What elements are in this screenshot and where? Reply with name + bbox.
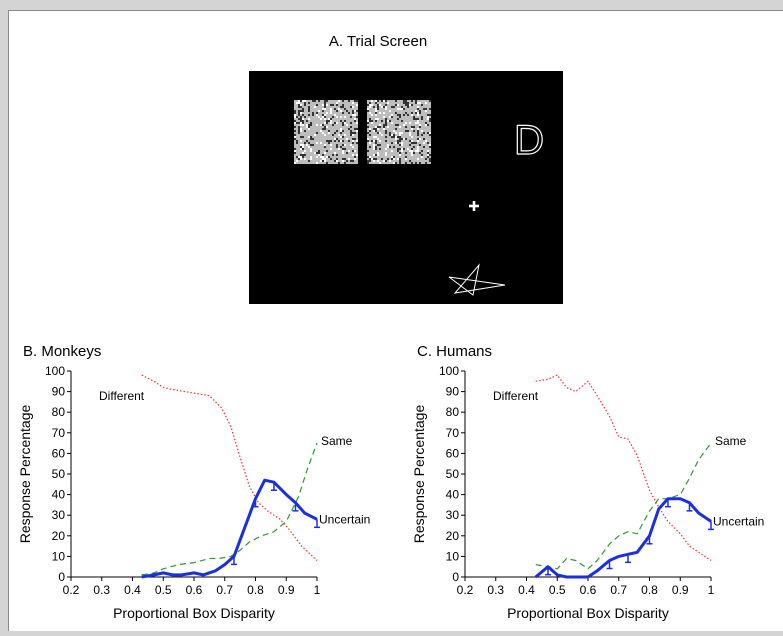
d-letter-icon: D	[514, 116, 544, 163]
chart-title: B. Monkeys	[23, 343, 101, 360]
y-tick-label: 20	[52, 529, 66, 543]
x-axis-label: Proportional Box Disparity	[507, 605, 669, 621]
series-label-uncertain: Uncertain	[319, 512, 370, 526]
x-tick-label: 0.5	[155, 583, 172, 597]
series-line-uncertain	[534, 497, 712, 579]
x-tick-label: 0.6	[580, 583, 597, 597]
y-tick-label: 80	[52, 405, 66, 419]
x-tick-label: 1	[708, 583, 715, 597]
star-icon	[448, 263, 506, 296]
cursor-cross-icon	[469, 201, 479, 211]
series-label-different: Different	[493, 389, 539, 403]
chart-humans: C. Humans 0 10 20 30 40 50 60 70 80 90 100 0.2 0.3 0.4…	[411, 343, 764, 621]
panel-a-title: A. Trial Screen	[329, 33, 427, 50]
trial-screen: D	[249, 71, 563, 304]
y-tick-label: 0	[452, 570, 459, 584]
chart-monkeys: B. Monkeys 0 10 20 30 40 50 60 70 80 90 100 0.2 0.3 0.…	[17, 343, 370, 621]
series-line-same	[141, 442, 318, 576]
series-label-same: Same	[715, 434, 747, 448]
x-tick-label: 0.7	[216, 583, 233, 597]
x-tick-label: 0.3	[487, 583, 504, 597]
series-label-uncertain: Uncertain	[713, 514, 764, 528]
y-axis-label: Response Percentage	[17, 405, 33, 544]
y-tick-label: 40	[52, 488, 66, 502]
x-tick-label: 0.9	[672, 583, 689, 597]
x-tick-label: 0.4	[518, 583, 535, 597]
x-tick-label: 0.9	[278, 583, 295, 597]
y-tick-label: 90	[446, 385, 460, 399]
figure-frame: A. Trial Screen D B. Monkeys 0 10 20 30 40 50 6…	[8, 10, 783, 631]
y-tick-label: 90	[52, 385, 66, 399]
figure-svg: A. Trial Screen D B. Monkeys010203040506…	[17, 33, 764, 621]
y-tick-label: 10	[446, 549, 460, 563]
x-axis-label: Proportional Box Disparity	[113, 605, 275, 621]
y-tick-label: 50	[52, 467, 66, 481]
series-line-same	[535, 442, 712, 570]
x-tick-label: 0.3	[93, 583, 110, 597]
y-tick-label: 20	[446, 529, 460, 543]
chart-title: C. Humans	[417, 343, 492, 360]
x-tick-label: 0.7	[610, 583, 627, 597]
series-line-uncertain	[141, 478, 318, 579]
y-tick-label: 60	[52, 446, 66, 460]
x-tick-label: 1	[314, 583, 321, 597]
y-tick-label: 100	[45, 364, 65, 378]
x-tick-label: 0.2	[63, 583, 80, 597]
series-line-different	[141, 374, 318, 561]
series-label-same: Same	[321, 434, 353, 448]
series-label-different: Different	[99, 389, 145, 403]
x-tick-label: 0.2	[457, 583, 474, 597]
y-tick-label: 30	[52, 508, 66, 522]
x-tick-label: 0.6	[186, 583, 203, 597]
y-axis-label: Response Percentage	[411, 405, 427, 544]
y-tick-label: 0	[58, 570, 65, 584]
x-tick-label: 0.8	[641, 583, 658, 597]
x-tick-label: 0.8	[247, 583, 264, 597]
y-tick-label: 50	[446, 467, 460, 481]
y-tick-label: 60	[446, 446, 460, 460]
y-tick-label: 70	[52, 426, 66, 440]
x-tick-label: 0.4	[124, 583, 141, 597]
y-tick-label: 30	[446, 508, 460, 522]
y-tick-label: 70	[446, 426, 460, 440]
series-line-different	[535, 374, 712, 561]
y-tick-label: 80	[446, 405, 460, 419]
y-tick-label: 10	[52, 549, 66, 563]
y-tick-label: 40	[446, 488, 460, 502]
x-tick-label: 0.5	[549, 583, 566, 597]
y-tick-label: 100	[439, 364, 459, 378]
